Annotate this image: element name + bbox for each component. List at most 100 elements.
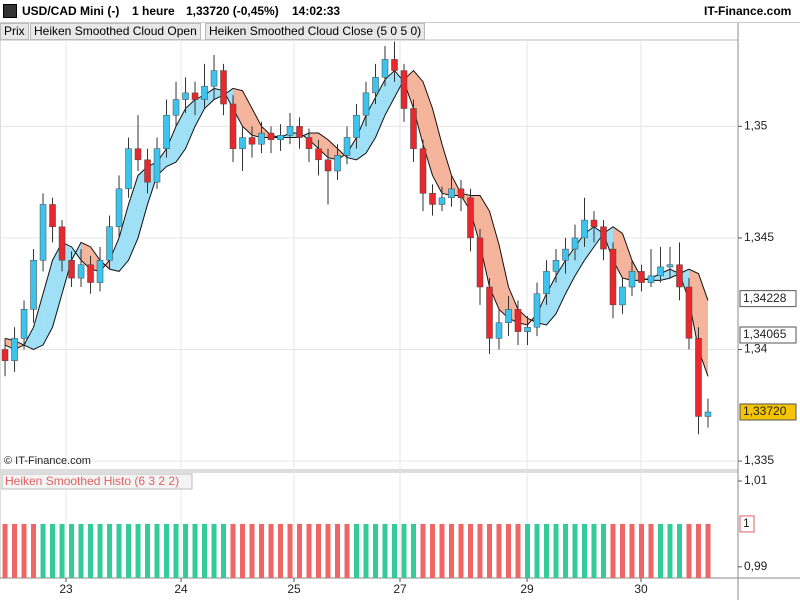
histo-bar — [59, 523, 65, 578]
tabs: Prix Heiken Smoothed Cloud Open Heiken S… — [0, 22, 740, 40]
candle-body — [11, 338, 18, 361]
histo-bar — [657, 523, 663, 578]
y-tick-label: 1,34 — [744, 342, 768, 356]
candle-body — [524, 326, 531, 332]
candle-body — [324, 159, 332, 172]
candle-body — [96, 259, 104, 283]
candle-body — [68, 259, 75, 279]
candle-body — [39, 204, 47, 261]
candle-body — [277, 135, 284, 140]
candle-body — [229, 103, 237, 149]
histo-bar — [183, 523, 189, 578]
histo-marker-label: 1 — [743, 516, 750, 530]
histo-bar — [430, 523, 436, 578]
cloud-fill — [394, 70, 405, 98]
histo-bar — [21, 523, 27, 578]
x-tick-label: 24 — [174, 582, 188, 596]
histo-bar — [505, 523, 511, 578]
candle-body — [562, 248, 569, 261]
candle-body — [115, 188, 123, 228]
histo-bar — [69, 523, 75, 578]
candle-body — [391, 59, 398, 71]
histo-marker — [739, 515, 755, 533]
histo-bar — [50, 523, 56, 578]
candle-body — [543, 271, 550, 294]
histo-bar — [676, 523, 682, 578]
candle-body — [381, 59, 389, 78]
histo-bar — [97, 523, 103, 578]
candle-body — [49, 204, 56, 228]
tab[interactable]: Heiken Smoothed Cloud Open — [30, 23, 201, 40]
cloud-fill — [479, 195, 490, 288]
candle-body — [182, 92, 189, 100]
histo-bar — [192, 523, 198, 578]
candle-body — [571, 237, 579, 250]
candle-body — [533, 293, 541, 328]
histo-bar — [534, 523, 540, 578]
histo-bar — [211, 523, 217, 578]
candle-body — [296, 126, 303, 138]
histo-bar — [600, 523, 606, 578]
histo-bar — [610, 523, 616, 578]
candle-body — [685, 286, 693, 339]
candle-body — [30, 259, 37, 310]
histo-bar — [230, 523, 236, 578]
cloud-fill — [593, 226, 604, 247]
histo-bar — [420, 523, 426, 578]
candle-body — [286, 126, 294, 136]
cloud-fill — [385, 70, 395, 116]
histo-bar — [496, 523, 502, 578]
header: USD/CAD Mini (-) 1 heure 1,33720 (-0,45%… — [0, 0, 800, 23]
candle-body — [590, 219, 598, 228]
candle-body — [58, 226, 66, 261]
icon[interactable] — [3, 4, 17, 18]
histo-bar — [306, 523, 312, 578]
histo-bar — [316, 523, 322, 578]
cloud-fill — [242, 90, 253, 136]
watermark: © IT-Finance.com — [4, 455, 91, 467]
tab[interactable]: Heiken Smoothed Cloud Close (5 0 5 0) — [205, 23, 426, 40]
cloud-fill — [138, 166, 148, 238]
candle-body — [305, 137, 313, 149]
x-tick-label: 27 — [393, 582, 407, 596]
cloud-fill — [24, 327, 34, 350]
candle-body — [267, 132, 275, 140]
histo-bar — [135, 523, 141, 578]
histo-bar — [553, 523, 559, 578]
candle-body — [581, 219, 588, 239]
candle-body — [628, 271, 636, 288]
candle-body — [666, 264, 674, 268]
cloud-fill — [612, 226, 623, 279]
candle-body — [505, 309, 512, 323]
x-tick-label: 25 — [287, 582, 301, 596]
candle-body — [448, 188, 455, 199]
cloud-fill — [52, 242, 63, 328]
candle-body — [210, 70, 218, 87]
histo-bar — [116, 523, 122, 578]
histo-bar — [164, 523, 170, 578]
cloud-fill — [318, 133, 329, 158]
tab[interactable]: Prix — [0, 23, 29, 40]
cloud-fill — [43, 260, 53, 346]
histo-bar — [240, 523, 246, 578]
y-tick-label: 1,35 — [744, 119, 768, 133]
candle-body — [144, 159, 151, 183]
histo-bar — [107, 523, 113, 578]
y-tick-label: 1,335 — [744, 453, 774, 467]
histo-bar — [221, 523, 227, 578]
histo-bar — [572, 523, 578, 578]
histo-bar — [126, 523, 132, 578]
cloud-fill — [442, 144, 452, 196]
candle-body — [695, 338, 702, 417]
cloud-fill — [309, 133, 319, 149]
candle-body — [77, 264, 85, 279]
price-marker — [739, 290, 797, 308]
candle-body — [172, 99, 180, 116]
histo-bar — [363, 523, 369, 578]
time: 14:02:33 — [292, 4, 341, 18]
histo-bar — [344, 523, 350, 578]
candle-body — [486, 286, 493, 339]
histo-bar — [354, 523, 360, 578]
